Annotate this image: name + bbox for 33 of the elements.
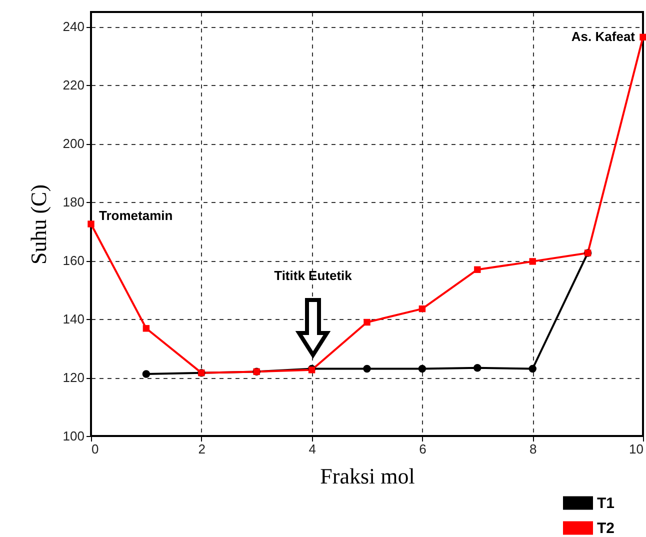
y-tick-label: 100 [62,428,84,444]
annotation: Trometamin [99,208,173,223]
y-tick-label: 200 [62,136,84,152]
point [418,364,426,373]
y-axis-title: Suhu (C) [26,184,51,265]
legend-label: T2 [597,520,615,537]
point [363,364,371,373]
point [142,325,150,332]
annotation: Tititk Eutetik [274,268,353,283]
legend-label: T1 [597,495,615,512]
point [418,305,426,312]
annotation: As. Kafeat [571,29,636,44]
point [474,266,481,273]
x-tick-label: 8 [529,442,537,456]
point [529,258,536,265]
y-tick-label: 180 [62,194,84,210]
point [640,34,646,40]
point [364,318,370,326]
point [528,364,536,373]
y-tick-label: 140 [62,312,84,327]
y-tick-label: 120 [62,370,84,386]
y-tick-label: 220 [62,78,84,93]
point [474,364,482,372]
x-tick-label: 2 [198,442,206,456]
x-tick-label: 6 [419,442,426,456]
point [88,220,94,228]
x-tick-label: 4 [308,442,316,456]
x-tick-label: 0 [92,442,99,456]
y-tick-label: 160 [62,253,84,268]
y-tick-label: 240 [62,19,84,34]
point [142,370,150,378]
x-axis-title: Fraksi mol [320,464,415,488]
x-tick-label: 10 [629,442,644,456]
